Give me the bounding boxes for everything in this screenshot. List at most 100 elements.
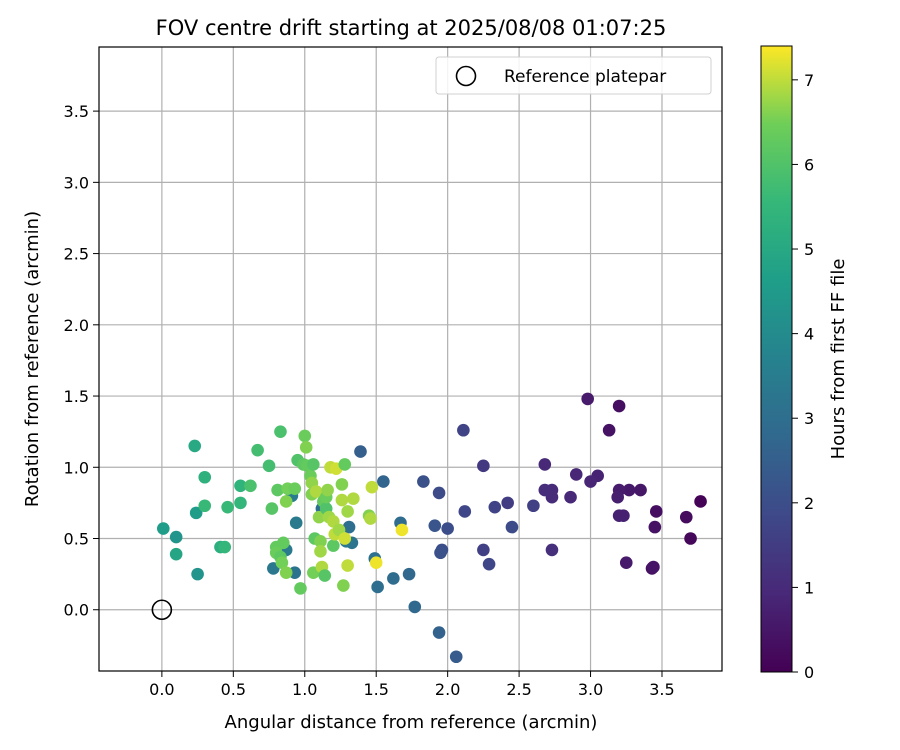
data-point <box>218 540 232 554</box>
data-point <box>279 495 293 508</box>
data-point <box>365 480 379 494</box>
data-point <box>364 512 377 525</box>
data-point <box>417 475 430 488</box>
y-tick-label: 3.0 <box>64 173 89 192</box>
data-point <box>335 493 349 507</box>
data-point <box>634 483 647 497</box>
data-point <box>299 441 313 454</box>
y-tick-label: 1.5 <box>64 387 89 406</box>
data-point <box>482 557 496 571</box>
legend-entry-label: Reference platepar <box>504 67 666 87</box>
data-point <box>294 582 307 595</box>
y-tick-label: 1.0 <box>64 458 89 477</box>
data-point <box>564 490 577 504</box>
y-tick-label: 0.0 <box>64 601 89 620</box>
colorbar-tick-label: 5 <box>804 240 814 259</box>
y-tick-label: 2.0 <box>64 316 89 335</box>
colorbar-tick-label: 0 <box>804 663 814 682</box>
data-point <box>341 559 354 572</box>
data-point <box>288 482 302 495</box>
x-tick-label: 2.0 <box>435 680 460 699</box>
x-axis-ticks: 0.0 0.5 1.0 1.5 2.0 2.5 3.0 3.5 <box>149 671 675 699</box>
data-point <box>457 423 470 437</box>
y-axis-ticks: 0.0 0.5 1.0 1.5 2.0 2.5 3.0 3.5 <box>64 102 99 620</box>
data-point <box>335 478 349 491</box>
data-point <box>341 505 354 518</box>
data-point <box>569 468 583 481</box>
data-point <box>402 567 416 581</box>
data-point <box>338 532 352 545</box>
data-point <box>432 626 446 639</box>
data-point <box>314 545 327 558</box>
legend-marker-icon <box>455 65 477 87</box>
data-point <box>271 483 284 497</box>
data-point <box>694 495 707 508</box>
data-point <box>169 530 183 544</box>
colorbar-tick-label: 7 <box>804 71 814 90</box>
grid-lines <box>99 47 722 671</box>
data-point <box>679 510 693 524</box>
data-point <box>234 479 247 493</box>
data-point <box>477 459 490 473</box>
data-point <box>647 560 660 574</box>
data-point <box>545 543 559 557</box>
data-point <box>274 425 287 438</box>
x-tick-label: 0.5 <box>221 680 246 699</box>
data-point <box>648 520 662 534</box>
data-point <box>649 505 663 518</box>
data-point <box>387 572 400 585</box>
reference-marker-group <box>151 599 173 621</box>
data-point <box>428 519 442 532</box>
data-point <box>581 392 594 406</box>
data-point <box>369 556 383 570</box>
data-point <box>354 445 367 458</box>
colorbar-tick-label: 1 <box>804 578 814 597</box>
data-point <box>612 399 626 413</box>
data-point <box>527 499 540 513</box>
y-tick-label: 0.5 <box>64 530 89 549</box>
data-point <box>312 510 326 524</box>
colorbar-gradient <box>760 45 793 673</box>
data-point <box>198 499 212 513</box>
data-point <box>395 523 409 537</box>
x-tick-label: 1.5 <box>363 680 388 699</box>
data-point <box>538 458 552 471</box>
data-point <box>611 490 624 504</box>
data-point <box>408 600 422 614</box>
chart-title: FOV centre drift starting at 2025/08/08 … <box>156 16 667 40</box>
data-point <box>602 423 616 437</box>
data-point <box>449 650 463 664</box>
data-point <box>617 509 630 523</box>
data-point <box>265 502 279 515</box>
data-point <box>251 443 264 457</box>
data-point <box>244 479 257 493</box>
data-point <box>309 485 323 498</box>
x-tick-label: 3.5 <box>649 680 674 699</box>
data-point <box>189 506 203 520</box>
data-point <box>505 520 519 534</box>
data-point <box>321 483 334 497</box>
data-point <box>327 539 340 552</box>
colorbar-tick-label: 2 <box>804 494 814 513</box>
data-point <box>262 459 276 473</box>
colorbar-tick-label: 4 <box>804 325 814 344</box>
data-point <box>434 546 447 560</box>
y-tick-label: 2.5 <box>64 245 89 264</box>
data-point <box>198 470 212 484</box>
x-tick-label: 3.0 <box>578 680 603 699</box>
data-point <box>458 505 472 518</box>
x-tick-label: 1.0 <box>292 680 317 699</box>
y-axis-label: Rotation from reference (arcmin) <box>22 211 43 507</box>
data-point <box>584 475 597 488</box>
data-point <box>188 439 202 453</box>
colorbar-ticks: 0 1 2 3 4 5 6 7 <box>792 71 814 682</box>
colorbar-tick-label: 3 <box>804 409 814 428</box>
data-point <box>318 569 332 582</box>
data-point <box>338 458 352 471</box>
data-point <box>501 496 514 510</box>
data-point <box>314 535 327 548</box>
reference-platepar-marker <box>151 599 173 621</box>
data-point <box>622 483 636 497</box>
data-point <box>477 543 490 557</box>
